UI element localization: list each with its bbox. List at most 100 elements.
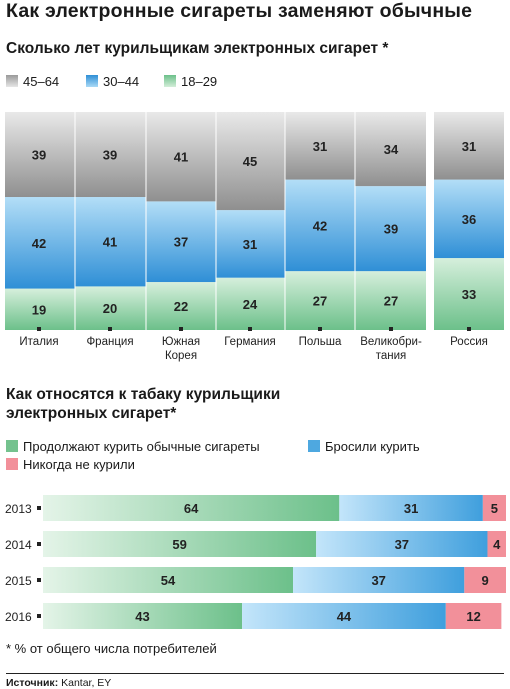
tick-mark	[467, 327, 471, 331]
data-label: 31	[404, 501, 418, 516]
bar-segment	[5, 288, 75, 330]
bar-segment	[285, 112, 355, 180]
legend-label: Бросили курить	[325, 439, 420, 454]
bar-segment	[43, 531, 317, 557]
data-label: 4	[493, 537, 501, 552]
data-label: 43	[135, 609, 149, 624]
tick-mark	[318, 327, 322, 331]
year-label: 2014	[5, 538, 32, 552]
data-label: 39	[384, 222, 398, 237]
data-label: 37	[371, 573, 385, 588]
bar-group: 27 42 31	[285, 112, 355, 330]
legend-label: Никогда не курили	[23, 457, 135, 472]
bar-segment	[482, 495, 506, 521]
bar-segment	[285, 271, 355, 330]
bar-segment	[5, 197, 75, 289]
data-label: 27	[313, 294, 327, 309]
bar-group: 22 37 41	[146, 112, 216, 330]
bar-segment	[216, 112, 285, 211]
bar-segment	[487, 531, 506, 557]
tick-label: Южная	[162, 336, 200, 348]
data-label: 24	[243, 297, 258, 312]
source-line: Источник: Kantar, EY	[6, 673, 504, 689]
legend-swatch-green	[164, 75, 176, 87]
data-label: 36	[462, 212, 476, 227]
chart-title: Как электронные сигареты заменяют обычны…	[6, 0, 473, 22]
tick-mark	[37, 327, 41, 331]
tick-label: Великобри-	[360, 336, 422, 348]
source-text: Kantar, EY	[58, 677, 112, 689]
bar-segment	[355, 112, 426, 187]
data-label: 31	[462, 139, 476, 154]
data-label: 44	[337, 609, 352, 624]
tick-label: тания	[376, 350, 407, 362]
data-label: 54	[161, 573, 176, 588]
data-label: 22	[174, 299, 188, 314]
legend-swatch-blue	[86, 75, 98, 87]
year-label: 2013	[5, 502, 32, 516]
chart1-svg: 19 42 39 Италия 20 41 39 Франция 22 37 41 Южная Коре…	[5, 112, 504, 362]
bar-segment	[146, 282, 216, 330]
tick-mark	[108, 327, 112, 331]
bar-segment	[434, 258, 504, 330]
tick-mark	[37, 542, 41, 546]
legend-swatch-blue	[308, 440, 320, 452]
tick-mark	[389, 327, 393, 331]
tick-label: Франция	[86, 336, 133, 348]
bar-segment	[43, 603, 243, 629]
legend-item-30-44: 30–44	[86, 74, 139, 89]
bar-group: 19 42 39	[5, 112, 75, 330]
data-label: 19	[32, 302, 46, 317]
data-label: 45	[243, 154, 257, 169]
bar-segment	[242, 603, 446, 629]
bar-segment	[285, 179, 355, 272]
bar-segment	[43, 495, 340, 521]
chart2-subtitle: Как относятся к табаку курильщики электр…	[6, 386, 281, 422]
tick-mark	[37, 578, 41, 582]
legend-item-never: Никогда не курили	[6, 457, 135, 472]
legend-label: Продолжают курить обычные сигареты	[23, 439, 260, 454]
bar-group: 20 41 39	[75, 112, 146, 330]
legend-item-45-64: 45–64	[6, 74, 59, 89]
tick-mark	[179, 327, 183, 331]
bar-group: 24 31 45	[216, 112, 285, 330]
bar-segment	[316, 531, 488, 557]
data-label: 9	[482, 573, 489, 588]
bar-segment	[5, 112, 75, 198]
footnote: * % от общего числа потребителей	[6, 641, 217, 656]
tick-label: Германия	[224, 336, 276, 348]
bar-segment	[146, 112, 216, 202]
year-label: 2016	[5, 610, 32, 624]
legend-item-quit: Бросили курить	[308, 439, 420, 454]
data-label: 33	[462, 287, 476, 302]
tick-label: Польша	[299, 336, 342, 348]
data-label: 42	[32, 236, 46, 251]
data-label: 31	[243, 237, 257, 252]
tick-mark	[37, 614, 41, 618]
data-label: 59	[172, 537, 186, 552]
chart1-subtitle: Сколько лет курильщикам электронных сига…	[6, 40, 389, 57]
bar-segment	[464, 567, 506, 593]
legend-item-continue: Продолжают курить обычные сигареты	[6, 439, 260, 454]
data-label: 34	[384, 142, 399, 157]
data-label: 5	[491, 501, 498, 516]
data-label: 12	[466, 609, 480, 624]
data-label: 31	[313, 139, 327, 154]
legend-swatch-pink	[6, 458, 18, 470]
bar-segment	[434, 179, 504, 259]
data-label: 41	[174, 150, 188, 165]
legend-item-18-29: 18–29	[164, 74, 217, 89]
tick-label: Корея	[165, 350, 197, 362]
data-label: 39	[32, 148, 46, 163]
bar-segment	[75, 112, 146, 198]
bar-segment	[43, 567, 294, 593]
legend-label: 30–44	[103, 74, 140, 89]
legend-swatch-gray	[6, 75, 18, 87]
data-label: 64	[184, 501, 199, 516]
data-label: 39	[103, 148, 117, 163]
bar-segment	[339, 495, 483, 521]
bar-segment	[293, 567, 465, 593]
data-label: 42	[313, 218, 327, 233]
bar-group: 27 39 34	[355, 112, 426, 330]
bar-segment	[434, 112, 504, 180]
